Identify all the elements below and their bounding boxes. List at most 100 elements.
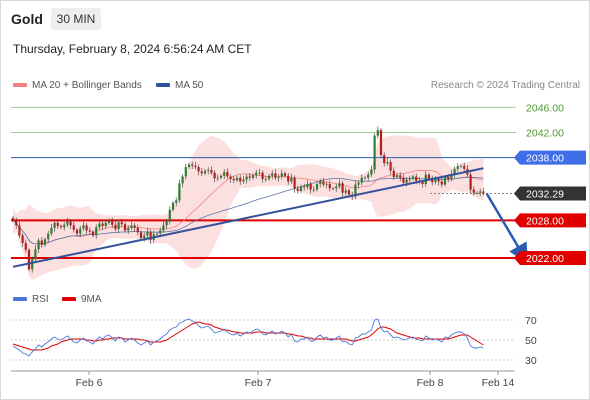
candle-body-72 bbox=[242, 179, 245, 182]
candle-body-123 bbox=[405, 179, 408, 183]
candle-body-64 bbox=[216, 177, 219, 179]
candle-body-16 bbox=[63, 224, 66, 228]
candle-body-83 bbox=[277, 176, 280, 178]
candle-body-129 bbox=[424, 174, 427, 184]
candle-body-121 bbox=[399, 175, 402, 178]
level-label-0: 2046.00 bbox=[526, 102, 564, 114]
x-tick-label-3: Feb 14 bbox=[482, 377, 515, 389]
candle-body-108 bbox=[357, 182, 360, 185]
candle-body-125 bbox=[411, 176, 415, 179]
candle-body-62 bbox=[210, 170, 213, 173]
rsi-tick-0: 70 bbox=[525, 315, 537, 327]
candle-body-49 bbox=[168, 209, 171, 222]
candle-body-94 bbox=[312, 189, 315, 191]
candle-body-39 bbox=[136, 227, 139, 233]
candle-body-136 bbox=[447, 177, 450, 179]
candle-body-117 bbox=[386, 162, 389, 164]
candle-body-81 bbox=[271, 173, 274, 176]
candle-body-95 bbox=[315, 183, 319, 190]
copyright: Research © 2024 Trading Central bbox=[430, 80, 580, 91]
candle-body-137 bbox=[450, 173, 453, 179]
level-tag-2 bbox=[514, 150, 586, 165]
candle-body-93 bbox=[309, 183, 312, 190]
candle-body-134 bbox=[440, 181, 443, 185]
candle-body-67 bbox=[226, 172, 229, 177]
level-label-3: 2032.29 bbox=[526, 188, 564, 200]
candle-body-110 bbox=[363, 177, 367, 179]
candle-body-51 bbox=[175, 200, 178, 203]
candle-body-92 bbox=[306, 183, 309, 188]
candle-body-113 bbox=[373, 135, 376, 170]
candle-body-40 bbox=[139, 232, 143, 238]
moving-averages bbox=[12, 169, 484, 245]
candle-body-61 bbox=[207, 170, 210, 171]
price-labels: 2046.00 2042.00 2038.00 2032.29 2028.00 2022.… bbox=[514, 102, 586, 266]
candle-body-46 bbox=[159, 230, 162, 234]
price-levels bbox=[11, 106, 516, 260]
candle-body-139 bbox=[456, 166, 459, 169]
candle-body-2 bbox=[18, 225, 21, 236]
candle-body-143 bbox=[469, 174, 472, 190]
candle-body-1 bbox=[15, 220, 18, 226]
candle-body-101 bbox=[335, 186, 338, 189]
timestamp: Thursday, February 8, 2024 6:56:24 AM CE… bbox=[13, 42, 252, 56]
candle-body-86 bbox=[287, 175, 290, 182]
candle-body-145 bbox=[475, 192, 479, 194]
candle-body-99 bbox=[328, 183, 331, 189]
candle-body-105 bbox=[347, 190, 351, 195]
candle-body-13 bbox=[53, 222, 56, 228]
candle-body-112 bbox=[370, 169, 373, 175]
candle-body-22 bbox=[82, 225, 85, 229]
candle-body-96 bbox=[319, 181, 322, 184]
x-axis: Feb 6 Feb 7 Feb 8 Feb 14 bbox=[11, 370, 515, 389]
candle-body-35 bbox=[123, 224, 127, 231]
candle-body-50 bbox=[171, 202, 175, 210]
candle-body-8 bbox=[37, 240, 40, 250]
candle-body-118 bbox=[389, 162, 392, 171]
candle-body-126 bbox=[415, 176, 418, 181]
candle-body-31 bbox=[111, 220, 114, 225]
candle-body-36 bbox=[127, 227, 130, 231]
candle-body-100 bbox=[331, 188, 335, 190]
candle-body-20 bbox=[75, 229, 79, 234]
candle-body-119 bbox=[392, 170, 395, 178]
candle-body-130 bbox=[427, 174, 431, 179]
rsi-tick-1: 50 bbox=[525, 335, 537, 347]
candle-body-55 bbox=[187, 164, 191, 168]
candle-body-102 bbox=[338, 183, 341, 187]
level-label-4: 2028.00 bbox=[526, 215, 564, 227]
level-label-5: 2022.00 bbox=[526, 253, 564, 265]
candle-body-90 bbox=[299, 186, 303, 191]
candle-body-47 bbox=[162, 225, 165, 231]
candle-body-70 bbox=[235, 177, 239, 181]
candle-body-80 bbox=[267, 175, 271, 179]
ma20-line bbox=[12, 169, 484, 245]
rsi-9ma-line bbox=[12, 321, 484, 351]
level-label-2: 2038.00 bbox=[526, 153, 564, 165]
candle-body-71 bbox=[239, 177, 242, 182]
legend-label-9ma: 9MA bbox=[81, 294, 102, 305]
candle-body-10 bbox=[43, 239, 47, 245]
candle-body-15 bbox=[59, 226, 63, 228]
rsi-swatch bbox=[13, 297, 27, 302]
timeframe-button[interactable]: 30 MIN bbox=[51, 8, 101, 30]
candle-body-5 bbox=[27, 249, 31, 270]
candle-body-43 bbox=[149, 231, 152, 240]
candle-body-60 bbox=[203, 170, 207, 174]
candle-body-138 bbox=[453, 168, 456, 174]
candle-body-14 bbox=[56, 222, 59, 227]
candle-body-103 bbox=[341, 183, 344, 193]
candle-body-29 bbox=[104, 222, 107, 227]
candle-body-11 bbox=[47, 233, 50, 240]
uptrend-line bbox=[12, 167, 484, 268]
candle-body-33 bbox=[117, 222, 120, 230]
candle-body-87 bbox=[290, 177, 293, 182]
candle-body-97 bbox=[322, 181, 325, 185]
candle-body-109 bbox=[360, 177, 363, 183]
candle-body-0 bbox=[11, 217, 15, 221]
candle-body-91 bbox=[303, 186, 306, 188]
candle-body-114 bbox=[376, 130, 379, 136]
candle-body-122 bbox=[402, 177, 405, 183]
rsi-line bbox=[12, 318, 484, 357]
candle-body-68 bbox=[229, 176, 232, 179]
